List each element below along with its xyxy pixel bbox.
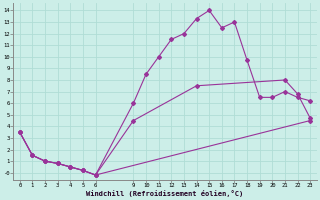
- X-axis label: Windchill (Refroidissement éolien,°C): Windchill (Refroidissement éolien,°C): [86, 190, 244, 197]
